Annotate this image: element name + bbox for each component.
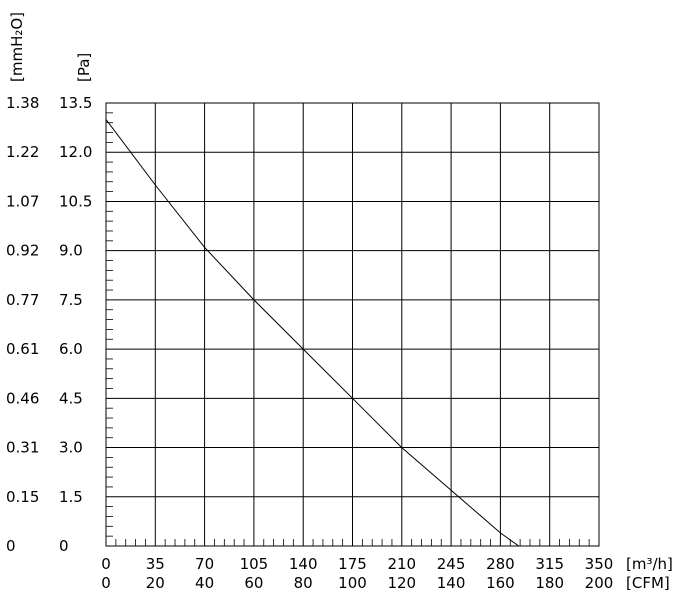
y-tick-label-primary: 9.0 [59,242,83,260]
x-tick-label-secondary: 180 [535,574,564,592]
y-tick-label-primary: 12.0 [59,143,92,161]
y-tick-label-primary: 4.5 [59,389,83,407]
minor-ticks [106,112,590,546]
x-tick-label-secondary: 140 [437,574,466,592]
grid [106,103,599,546]
x-tick-label-secondary: 20 [146,574,165,592]
plot-frame [105,102,600,547]
y-tick-label-secondary: 0.92 [6,242,39,260]
x-tick-label-secondary: 200 [585,574,614,592]
x-tick-label-primary: 0 [101,555,111,573]
x-tick-label-secondary: 160 [486,574,515,592]
y-tick-label-secondary: 0.77 [6,291,39,309]
y-tick-label-primary: 7.5 [59,291,83,309]
tick-labels: 0035207040105601408017510021012024514028… [6,94,613,592]
x-tick-label-primary: 140 [289,555,318,573]
y-tick-label-primary: 0 [59,537,69,555]
x-tick-label-primary: 280 [486,555,515,573]
y-tick-label-secondary: 0 [6,537,16,555]
y-tick-label-secondary: 0.31 [6,439,39,457]
y-primary-unit-label: [Pa] [75,53,93,82]
series-line [105,119,519,547]
y-tick-label-secondary: 0.61 [6,340,39,358]
x-tick-label-primary: 315 [535,555,564,573]
x-tick-label-primary: 245 [437,555,466,573]
x-tick-label-primary: 70 [195,555,214,573]
x-tick-label-secondary: 60 [244,574,263,592]
x-tick-label-primary: 175 [338,555,367,573]
x-tick-label-secondary: 40 [195,574,214,592]
y-tick-label-primary: 6.0 [59,340,83,358]
x-primary-unit-label: [m³/h] [626,555,673,573]
y-tick-label-secondary: 1.38 [6,94,39,112]
x-tick-label-primary: 35 [146,555,165,573]
x-tick-label-primary: 350 [585,555,614,573]
x-tick-label-secondary: 100 [338,574,367,592]
x-tick-label-primary: 210 [387,555,416,573]
y-secondary-unit-label: [mmH₂O] [8,12,26,82]
y-tick-label-primary: 13.5 [59,94,92,112]
x-tick-label-primary: 105 [240,555,269,573]
y-tick-label-secondary: 1.07 [6,192,39,210]
y-tick-label-primary: 3.0 [59,439,83,457]
x-tick-label-secondary: 0 [101,574,111,592]
y-tick-label-secondary: 0.15 [6,488,39,506]
y-tick-label-secondary: 0.46 [6,389,39,407]
y-tick-label-secondary: 1.22 [6,143,39,161]
x-tick-label-secondary: 80 [294,574,313,592]
x-secondary-unit-label: [CFM] [626,574,670,592]
y-tick-label-primary: 10.5 [59,192,92,210]
y-tick-label-primary: 1.5 [59,488,83,506]
x-tick-label-secondary: 120 [387,574,416,592]
